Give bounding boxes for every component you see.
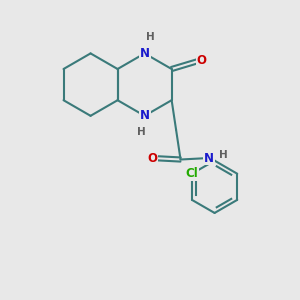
Text: Cl: Cl <box>186 167 198 180</box>
Text: H: H <box>219 150 228 160</box>
Text: H: H <box>146 32 155 42</box>
Text: N: N <box>140 47 150 60</box>
Text: O: O <box>196 53 206 67</box>
Text: N: N <box>204 152 214 164</box>
Text: O: O <box>148 152 158 164</box>
Text: H: H <box>137 127 146 137</box>
Text: N: N <box>140 109 150 122</box>
